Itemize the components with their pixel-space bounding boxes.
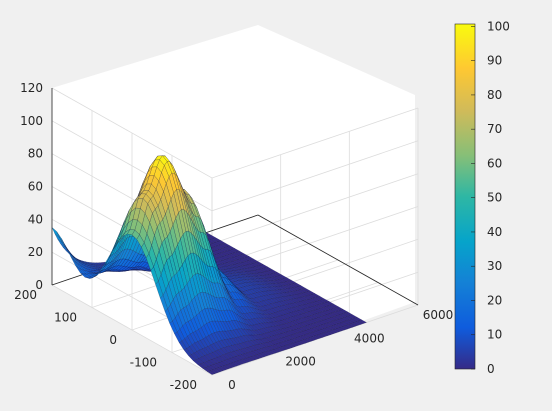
colorbar-gradient (454, 23, 476, 370)
y-tick-label: -100 (130, 356, 157, 370)
colorbar-tick-label: 90 (487, 54, 502, 68)
y-tick-label: -200 (170, 378, 197, 392)
z-tick-label: 60 (28, 180, 43, 194)
colorbar-tick-label: 100 (487, 19, 510, 33)
axes-back-walls (52, 25, 415, 375)
x-tick-label: 0 (228, 378, 236, 392)
surface-patch (51, 227, 60, 238)
colorbar-tick-label: 40 (487, 225, 502, 239)
z-tick-label: 80 (28, 147, 43, 161)
axis-line (257, 214, 419, 306)
colorbar-tick-label: 20 (487, 293, 502, 307)
axis-tick-labels: 020406080100120-200-10001002000200040006… (14, 81, 453, 392)
colorbar-tick-label: 70 (487, 122, 502, 136)
y-tick-label: 100 (54, 311, 77, 325)
z-tick-label: 0 (35, 278, 43, 292)
y-tick-label: 200 (14, 288, 37, 302)
colorbar-tick-label: 10 (487, 328, 502, 342)
colorbar-tick-label: 30 (487, 259, 502, 273)
colorbar-ticks: 0 10 20 30 40 50 60 70 80 90 100 (471, 19, 510, 376)
z-tick-label: 100 (20, 114, 43, 128)
colorbar-tick-label: 80 (487, 88, 502, 102)
z-tick-label: 40 (28, 212, 43, 226)
colorbar: 0 10 20 30 40 50 60 70 80 90 100 (454, 19, 510, 376)
x-tick-label: 6000 (423, 308, 454, 322)
surface-mesh (51, 155, 367, 375)
colorbar-tick-label: 0 (487, 362, 495, 376)
y-tick-label: 0 (109, 333, 117, 347)
x-tick-label: 4000 (354, 331, 385, 345)
z-tick-label: 20 (28, 245, 43, 259)
z-tick-label: 120 (20, 81, 43, 95)
colorbar-tick-label: 60 (487, 156, 502, 170)
colorbar-tick-label: 50 (487, 191, 502, 205)
x-tick-label: 2000 (285, 355, 316, 369)
